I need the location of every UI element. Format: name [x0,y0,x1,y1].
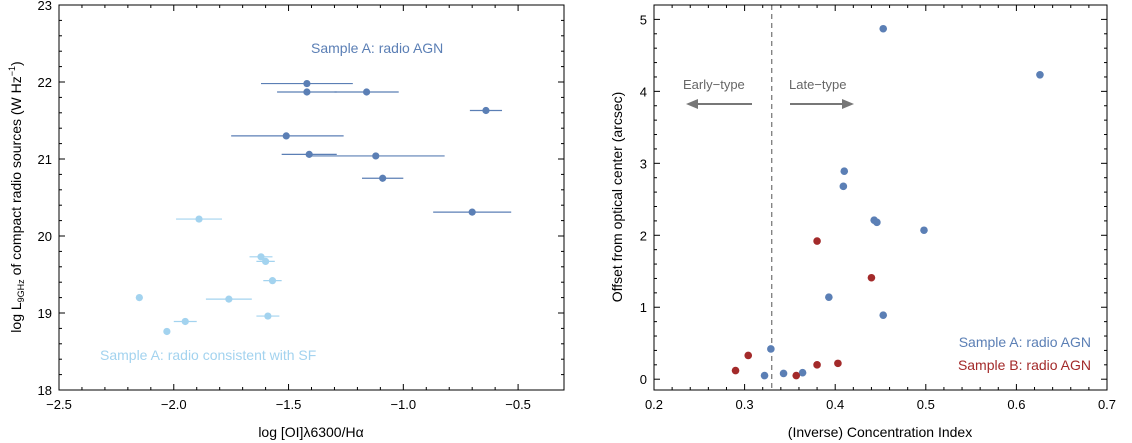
left-axis-ticks: −2.5 −2.0 −1.5 −1.0 −0.5 18 19 20 21 22 23 [38,0,564,412]
left-point-radio-agn [303,79,311,88]
left-point-sf [268,277,277,285]
right-point-sample-a [920,226,928,235]
left-point-radio-agn [482,106,490,115]
left-xtick-label: −0.5 [505,397,531,412]
right-point-sample-a [839,182,848,191]
left-point-sf [163,327,171,336]
right-point-sample-a [779,369,788,378]
left-point-radio-agn [303,88,311,96]
left-point-sf [195,215,203,223]
right-point-sample-b [792,371,801,380]
right-point-sample-a [1036,71,1044,79]
right-point-sample-a [879,24,888,33]
left-point-sf [261,257,270,266]
left-ytick-label: 19 [38,306,52,321]
right-point-sample-b [744,351,753,360]
right-plot-frame [653,4,1108,391]
left-ytick-label: 22 [38,75,52,90]
left-xtick-label: −1.0 [390,397,416,412]
right-ytick-label: 2 [640,228,647,243]
early-type-arrow-head [686,99,698,109]
left-y-axis-label: log L9GHz of compact radio sources (W Hz… [7,61,26,332]
right-ytick-label: 3 [640,156,647,171]
left-x-axis-label: log [OI]λ6300/Hα [258,424,363,440]
right-point-sample-a [879,311,888,319]
right-point-sample-a [825,293,833,301]
right-xtick-label: 0.5 [917,397,935,412]
right-point-sample-a [840,167,849,176]
left-annotation-radio-agn: Sample A: radio AGN [311,40,443,56]
right-point-sample-a [873,218,881,227]
right-point-sample-b [867,273,876,282]
left-point-sf [135,294,143,302]
right-chart-panel: 0.2 0.3 0.4 0.5 0.6 0.7 0 1 2 3 4 5 Early−type Late… [609,4,1116,440]
left-point-sf [264,312,272,320]
left-y-label-middle: of compact radio sources (W Hz [8,76,24,279]
left-xtick-label: −2.0 [161,397,187,412]
left-ytick-label: 18 [38,383,52,398]
right-y-axis-label: Offset from optical center (arcsec) [609,92,625,303]
left-point-radio-agn [305,150,313,158]
right-divider-group [686,5,854,390]
legend-sample-b: Sample B: radio AGN [958,357,1091,373]
left-point-radio-agn [468,208,476,216]
right-xtick-label: 0.6 [1007,397,1025,412]
left-point-radio-agn [379,174,387,182]
left-y-label-suffix: ) [8,61,24,66]
left-chart-panel: −2.5 −2.0 −1.5 −1.0 −0.5 18 19 20 21 22 23 Sample … [7,0,565,440]
left-point-radio-agn [282,132,290,140]
left-xtick-label: −2.5 [46,397,72,412]
right-point-sample-a [798,368,807,377]
right-point-sample-b [731,366,740,375]
right-ytick-label: 5 [640,12,647,27]
left-ytick-label: 23 [38,0,52,13]
left-ytick-label: 20 [38,229,52,244]
right-xtick-label: 0.2 [645,397,663,412]
left-ytick-label: 21 [38,152,52,167]
right-point-sample-b [813,361,821,369]
region-label-late-type: Late−type [789,77,846,92]
late-type-arrow-head [842,99,854,109]
left-y-label-superscript: −1 [7,66,17,76]
region-label-early-type: Early−type [683,77,745,92]
right-x-axis-label: (Inverse) Concentration Index [788,424,972,440]
right-xtick-label: 0.3 [736,397,754,412]
left-point-radio-agn [372,152,380,160]
right-point-sample-b [834,359,842,368]
left-point-radio-agn [362,88,371,96]
right-ytick-label: 1 [640,300,647,315]
right-point-sample-b [813,237,821,245]
right-data-marks [731,24,1044,380]
right-axis-ticks: 0.2 0.3 0.4 0.5 0.6 0.7 0 1 2 3 4 5 [640,5,1116,412]
right-xtick-label: 0.4 [826,397,844,412]
right-point-sample-a [767,345,775,353]
left-point-sf [181,317,189,326]
right-ytick-label: 4 [640,84,647,99]
right-xtick-label: 0.7 [1098,397,1116,412]
left-xtick-label: −1.5 [276,397,302,412]
left-point-sf [225,295,233,303]
legend-sample-a: Sample A: radio AGN [959,334,1091,350]
left-y-label-subscript: 9GHz [16,279,26,303]
right-ytick-label: 0 [640,372,647,387]
left-data-marks [135,79,512,336]
left-y-label-prefix: log L [8,302,24,333]
left-point-sf [257,253,265,261]
right-point-sample-a [760,371,769,380]
left-annotation-sf: Sample A: radio consistent with SF [100,347,316,363]
